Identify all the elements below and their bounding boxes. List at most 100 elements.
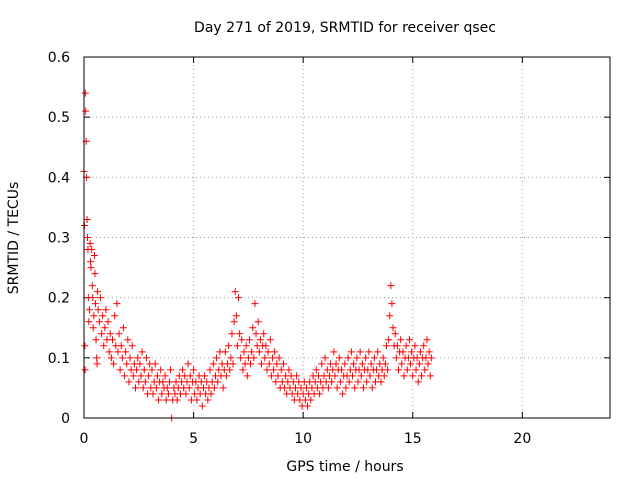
data-point	[137, 372, 145, 380]
data-point	[96, 294, 104, 302]
data-point	[426, 372, 434, 380]
data-point	[222, 372, 230, 380]
data-point	[339, 390, 347, 398]
data-point	[145, 372, 153, 380]
data-point	[407, 360, 415, 368]
data-point	[186, 372, 194, 380]
data-point	[266, 336, 274, 344]
data-point	[274, 372, 282, 380]
data-point	[397, 336, 405, 344]
data-point	[239, 366, 247, 374]
data-point	[251, 300, 259, 308]
data-point	[225, 342, 233, 350]
data-point	[358, 360, 366, 368]
chart-title: Day 271 of 2019, SRMTID for receiver qse…	[194, 20, 496, 36]
data-point	[204, 396, 212, 404]
data-point	[236, 330, 244, 338]
data-point	[229, 360, 237, 368]
data-point	[101, 324, 109, 332]
data-point	[363, 378, 371, 386]
data-point	[88, 246, 96, 254]
data-point	[377, 378, 385, 386]
data-point	[279, 360, 287, 368]
data-point	[108, 336, 116, 344]
data-point	[351, 384, 359, 392]
data-point	[268, 354, 276, 362]
axis-ticks: 0 0.1 0.2 0.3 0.4 0.5 0.6 0 5 10 15 20	[48, 50, 610, 447]
data-point	[409, 372, 417, 380]
data-point	[341, 360, 349, 368]
data-point	[393, 342, 401, 350]
data-point	[219, 384, 227, 392]
x-tick-label: 10	[294, 431, 312, 447]
data-point	[117, 342, 125, 350]
data-point	[162, 396, 170, 404]
data-point	[354, 378, 362, 386]
data-point	[129, 372, 137, 380]
data-point	[356, 348, 364, 356]
data-point	[260, 330, 268, 338]
data-point	[83, 215, 91, 223]
data-point	[149, 390, 157, 398]
data-point	[427, 354, 435, 362]
data-point	[233, 342, 241, 350]
data-point	[386, 312, 394, 320]
data-point	[366, 372, 374, 380]
data-point	[214, 378, 222, 386]
data-point	[95, 318, 103, 326]
data-point	[235, 294, 243, 302]
x-tick-label: 0	[80, 431, 89, 447]
data-point	[190, 366, 198, 374]
data-point	[336, 378, 344, 386]
data-point	[272, 378, 280, 386]
data-point	[412, 366, 420, 374]
data-point	[353, 354, 361, 362]
y-axis-label: SRMTID / TECUs	[6, 182, 22, 295]
data-point	[87, 264, 95, 272]
data-point	[275, 354, 283, 362]
data-point	[237, 354, 245, 362]
data-point	[285, 366, 293, 374]
data-point	[381, 360, 389, 368]
data-point	[107, 354, 115, 362]
data-point	[228, 330, 236, 338]
data-point	[245, 336, 253, 344]
data-point	[240, 348, 248, 356]
data-point	[84, 234, 92, 241]
data-point	[90, 312, 98, 320]
data-point	[226, 366, 234, 374]
data-point	[85, 318, 93, 326]
data-point	[153, 372, 161, 380]
data-point	[254, 318, 262, 326]
data-point	[116, 366, 124, 374]
data-point	[161, 372, 169, 380]
data-point	[258, 360, 266, 368]
data-point	[312, 366, 320, 374]
data-point	[231, 288, 239, 296]
data-point	[110, 360, 118, 368]
data-point	[152, 384, 160, 392]
data-point	[126, 354, 134, 362]
data-point	[81, 342, 89, 350]
data-point	[385, 336, 393, 344]
data-point	[370, 354, 378, 362]
data-point	[264, 348, 272, 356]
data-point	[425, 348, 433, 356]
data-point	[121, 372, 129, 380]
data-point	[418, 372, 426, 380]
data-point	[380, 372, 388, 380]
x-tick-label: 5	[189, 431, 198, 447]
data-point	[232, 312, 240, 320]
data-point	[138, 348, 146, 356]
data-point	[118, 354, 126, 362]
y-tick-label: 0.3	[48, 231, 70, 247]
data-point	[270, 366, 278, 374]
data-point	[98, 330, 106, 338]
data-point	[316, 390, 324, 398]
x-axis-label: GPS time / hours	[286, 459, 403, 475]
y-tick-label: 0.6	[48, 50, 70, 66]
data-point	[221, 348, 229, 356]
data-point	[185, 384, 193, 392]
data-point	[247, 360, 255, 368]
